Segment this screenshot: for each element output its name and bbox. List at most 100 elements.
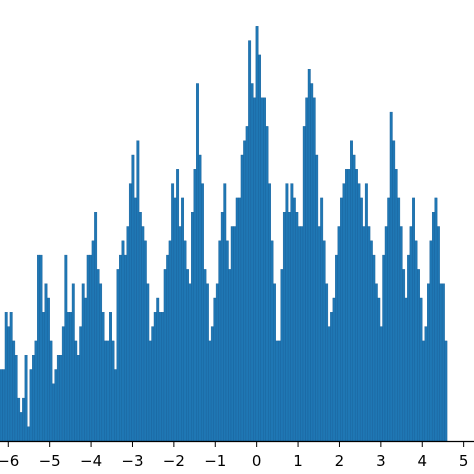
- histogram-bar: [327, 326, 331, 442]
- histogram-bar: [347, 169, 351, 442]
- histogram-bar: [210, 326, 214, 442]
- histogram-bar: [89, 254, 93, 442]
- histogram-bar: [34, 340, 38, 442]
- histogram-bar: [407, 254, 411, 442]
- histogram-bar: [123, 254, 127, 442]
- histogram-bar: [126, 226, 130, 442]
- histogram-bar: [74, 340, 78, 442]
- histogram-bar: [340, 197, 343, 442]
- histogram-bar: [106, 340, 110, 442]
- histogram-bar: [369, 240, 373, 442]
- histogram-bar: [238, 197, 242, 442]
- histogram-bar: [109, 312, 112, 442]
- histogram-bar: [434, 197, 438, 442]
- histogram-bar: [183, 240, 187, 442]
- histogram-bar: [186, 269, 189, 442]
- histogram-bar: [205, 283, 209, 442]
- histogram-bar: [198, 154, 202, 442]
- histogram-bar: [133, 197, 137, 442]
- x-tick-label: −1: [204, 452, 226, 470]
- histogram-bar: [148, 340, 152, 442]
- histogram-bar: [42, 312, 45, 442]
- histogram-bar: [325, 283, 329, 442]
- histogram-bar: [46, 297, 50, 442]
- histogram-bar: [32, 355, 35, 442]
- histogram-bar: [342, 183, 346, 442]
- histogram-bar: [223, 183, 227, 442]
- histogram-bar: [412, 197, 416, 442]
- histogram-bar: [173, 197, 177, 442]
- histogram-bar: [350, 140, 353, 442]
- histogram-bar: [218, 240, 222, 442]
- histogram-bar: [12, 340, 16, 442]
- histogram-bar: [99, 283, 103, 442]
- histogram-bar: [436, 226, 440, 442]
- histogram-bar: [240, 154, 244, 442]
- histogram-bar: [439, 283, 443, 442]
- histogram-bar: [260, 97, 264, 442]
- histogram-bar: [394, 169, 398, 442]
- histogram-bar: [414, 240, 418, 442]
- x-tick-label: −3: [121, 452, 143, 470]
- histogram-bar: [59, 355, 63, 442]
- histogram-bar: [372, 254, 376, 442]
- histogram-bar: [128, 183, 132, 442]
- histogram-bar: [245, 126, 249, 442]
- histogram-bar: [116, 269, 120, 442]
- histogram-bar: [196, 83, 199, 442]
- histogram-bar: [96, 269, 100, 442]
- histogram-bar: [332, 297, 336, 442]
- histogram-bar: [131, 154, 135, 442]
- histogram-bar: [427, 283, 430, 442]
- histogram-bar: [203, 269, 207, 442]
- histogram-bar: [359, 197, 363, 442]
- histogram-bar: [213, 297, 217, 442]
- histogram-bar: [136, 140, 140, 442]
- histogram-bar: [191, 211, 194, 442]
- x-tick-label: −2: [163, 452, 185, 470]
- histogram-bar: [404, 297, 408, 442]
- x-tick-label: 1: [293, 452, 303, 470]
- histogram-bar: [56, 355, 60, 442]
- histogram-bar: [290, 183, 294, 442]
- x-tick-label: −5: [39, 452, 61, 470]
- histogram-bar: [22, 397, 26, 442]
- histogram-bar: [317, 226, 321, 442]
- histogram-bar: [2, 369, 6, 442]
- histogram-bar: [153, 312, 157, 442]
- histogram-bar: [320, 197, 324, 442]
- histogram-bar: [44, 283, 48, 442]
- histogram-bar: [215, 283, 219, 442]
- histogram-bar: [389, 111, 393, 442]
- histogram-bar: [91, 240, 95, 442]
- histogram-bar: [258, 54, 262, 442]
- histogram-bar: [277, 340, 281, 442]
- histogram-bars: [0, 26, 448, 442]
- histogram-bar: [9, 312, 13, 442]
- histogram-bar: [143, 240, 147, 442]
- histogram-bar: [17, 397, 21, 442]
- histogram-bar: [255, 26, 259, 442]
- histogram-bar: [399, 226, 403, 442]
- histogram-bar: [163, 269, 167, 442]
- histogram-bar: [86, 254, 90, 442]
- x-tick-label: 2: [335, 452, 345, 470]
- histogram-bar: [307, 68, 311, 442]
- histogram-bar: [357, 183, 361, 442]
- histogram-bar: [409, 226, 413, 442]
- histogram-bar: [322, 240, 326, 442]
- x-tick-label: 3: [376, 452, 386, 470]
- histogram-bar: [119, 254, 122, 442]
- histogram-bar: [243, 140, 247, 442]
- histogram-bar: [384, 226, 388, 442]
- histogram-bar: [19, 412, 23, 442]
- histogram-bar: [121, 240, 125, 442]
- histogram-bar: [387, 197, 391, 442]
- x-tick-label: 5: [459, 452, 469, 470]
- histogram-bar: [419, 297, 423, 442]
- histogram-bar: [225, 240, 229, 442]
- x-tick-label: 0: [252, 452, 262, 470]
- histogram-bar: [397, 197, 401, 442]
- histogram-bar: [27, 426, 31, 442]
